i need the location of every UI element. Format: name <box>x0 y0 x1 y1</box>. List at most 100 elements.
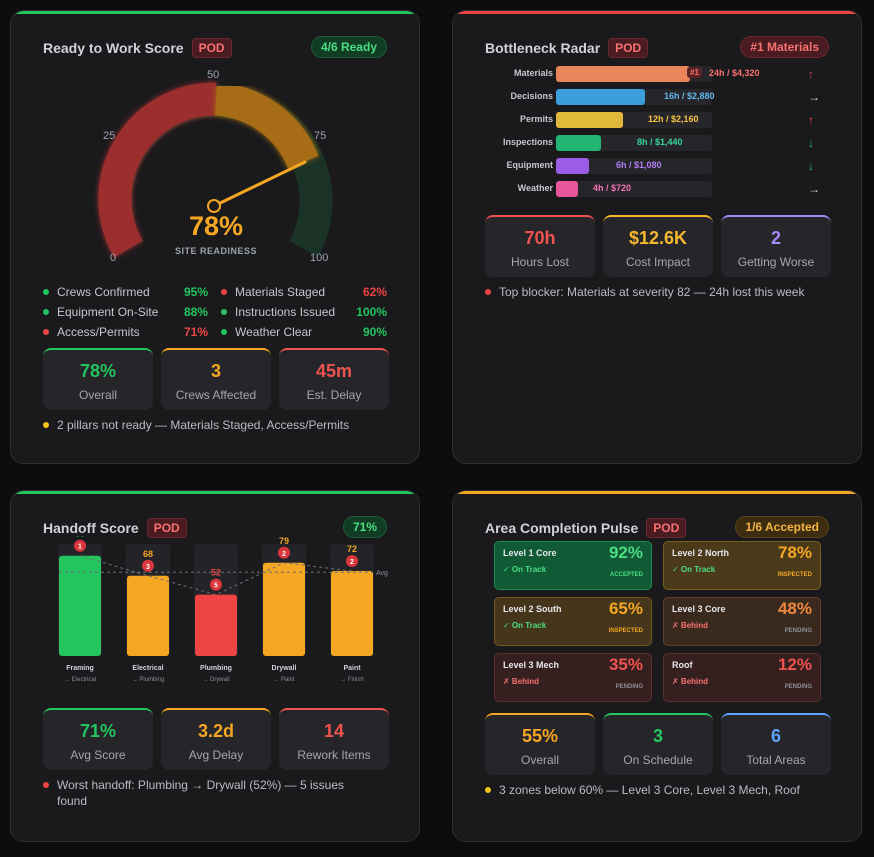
card-title-text: Bottleneck Radar <box>485 40 601 56</box>
gauge-red-segment <box>98 82 217 258</box>
bottleneck-bar <box>556 112 623 128</box>
metric-value: $12.6K <box>628 228 688 248</box>
metric-hours-lost: 70h Hours Lost <box>485 215 595 277</box>
pod-badge: POD <box>146 518 187 538</box>
note-text: Top blocker: Materials at severity 82 — … <box>499 285 805 299</box>
gauge-pivot <box>207 199 221 213</box>
pillar-value: 100% <box>356 305 387 319</box>
metrics-row: 71% Avg Score 3.2d Avg Delay 14 Rework I… <box>43 708 389 770</box>
metric-value: 55% <box>521 726 559 746</box>
metric-label: Overall <box>520 753 559 767</box>
area-tile[interactable]: Level 2 South 65% ✓ On Track INSPECTED <box>494 597 652 646</box>
area-stage-tag: INSPECTED <box>777 572 812 578</box>
metric-value: 70h <box>524 228 556 248</box>
footer-note: Worst handoff: Plumbing → Drywall (52%) … <box>43 777 373 809</box>
handoff-trade-label: Drywall <box>272 665 297 672</box>
handoff-bar-chart: 85 1 Framing → Electrical 68 3 Electrical → Plu… <box>58 536 388 683</box>
area-tile[interactable]: Level 3 Core 48% ✗ Behind PENDING <box>663 597 821 646</box>
pillar-label: Access/Permits <box>57 325 140 339</box>
pillar-status-dot <box>43 289 49 295</box>
bottleneck-value: 8h / $1,440 <box>637 137 683 147</box>
metric-on-schedule: 3 On Schedule <box>603 713 713 775</box>
pillar-value: 71% <box>183 325 208 339</box>
card-title: Area Completion Pulse POD <box>485 518 687 538</box>
card-title: Ready to Work Score POD <box>43 38 232 58</box>
bottleneck-value: 6h / $1,080 <box>616 160 662 170</box>
metric-value: 78% <box>79 361 117 381</box>
ready-count-badge: 4/6 Ready <box>310 36 387 58</box>
card-accent-bar <box>11 11 419 14</box>
issue-count-label: 2 <box>282 551 286 558</box>
pod-badge: POD <box>608 38 649 58</box>
bottleneck-track <box>556 158 712 174</box>
area-percent: 35% <box>608 655 643 674</box>
bottleneck-label: Materials <box>513 68 553 78</box>
card-accent-bar <box>11 491 419 494</box>
metric-avg-score: 71% Avg Score <box>43 708 153 770</box>
trend-down-icon: ↓ <box>808 159 814 173</box>
gauge-caption: SITE READINESS <box>175 246 257 256</box>
metric-cost-impact: $12.6K Cost Impact <box>603 215 713 277</box>
handoff-next-label: → Plumbing <box>132 677 165 683</box>
bottleneck-label: Weather <box>517 183 553 193</box>
area-stage-tag: ACCEPTED <box>609 572 643 578</box>
metric-value: 3 <box>210 361 221 381</box>
metric-rework-items: 14 Rework Items <box>279 708 389 770</box>
handoff-bar <box>59 555 101 656</box>
area-name: Level 3 Mech <box>503 660 560 670</box>
trend-up-icon: ↑ <box>808 113 814 127</box>
issue-count-label: 5 <box>214 583 218 590</box>
area-tile[interactable]: Roof 12% ✗ Behind PENDING <box>663 653 821 702</box>
area-stage-tag: PENDING <box>615 684 643 690</box>
metric-label: Getting Worse <box>737 255 815 269</box>
card-title-text: Area Completion Pulse <box>485 520 639 536</box>
handoff-score-label: 72 <box>347 544 357 554</box>
metric-label: Est. Delay <box>306 388 362 402</box>
top-blocker-badge: #1 Materials <box>740 36 829 58</box>
area-stage-tag: INSPECTED <box>608 628 643 634</box>
pillar-label: Materials Staged <box>235 285 326 299</box>
area-tile[interactable]: Level 3 Mech 35% ✗ Behind PENDING <box>494 653 652 702</box>
accepted-count-badge: 1/6 Accepted <box>735 516 829 538</box>
area-completion-card: Area Completion Pulse POD 1/6 Accepted Le… <box>452 490 862 842</box>
pillar-status-dot <box>43 309 49 315</box>
pillar-item: Access/Permits 71% <box>43 324 208 340</box>
gauge-tick-50: 50 <box>207 69 219 81</box>
bottleneck-row: Materials #1 24h / $4,320 ↑ <box>453 66 861 82</box>
bottleneck-bar <box>556 89 646 105</box>
gauge-tick-100: 100 <box>310 252 328 264</box>
trend-down-icon: ↓ <box>808 136 814 150</box>
gauge-needle <box>212 160 307 208</box>
card-title: Handoff Score POD <box>43 518 187 538</box>
pillar-value: 90% <box>362 325 387 339</box>
pillar-label: Equipment On-Site <box>57 305 159 319</box>
pillar-item: Equipment On-Site 88% <box>43 304 208 320</box>
pillar-status-dot <box>221 289 227 295</box>
footer-note: Top blocker: Materials at severity 82 — … <box>485 284 804 300</box>
pillar-item: Instructions Issued 100% <box>221 304 387 320</box>
metric-overall: 55% Overall <box>485 713 595 775</box>
area-percent: 78% <box>777 543 812 562</box>
bottleneck-value: 16h / $2,880 <box>664 91 715 101</box>
gauge-tick-75: 75 <box>314 130 326 142</box>
note-dot <box>43 782 49 788</box>
issue-count-badge <box>142 559 154 572</box>
area-name: Level 2 North <box>672 548 730 558</box>
metrics-row: 78% Overall 3 Crews Affected 45m Est. De… <box>43 348 389 410</box>
bottleneck-track <box>556 112 712 128</box>
area-tile[interactable]: Level 2 North 78% ✓ On Track INSPECTED <box>663 541 821 590</box>
issue-count-badge <box>278 546 290 559</box>
pillar-label: Weather Clear <box>235 325 313 339</box>
bottleneck-bars: Materials #1 24h / $4,320 ↑ Decisions 16… <box>453 66 861 206</box>
area-tile[interactable]: Level 1 Core 92% ✓ On Track ACCEPTED <box>494 541 652 590</box>
metric-value: 45m <box>315 361 353 381</box>
handoff-avg-badge: 71% <box>342 516 387 538</box>
bottleneck-track <box>556 181 712 197</box>
area-name: Level 1 Core <box>503 548 557 558</box>
pillar-label: Crews Confirmed <box>57 285 150 299</box>
bottleneck-row: Inspections 8h / $1,440 ↓ <box>453 135 861 151</box>
handoff-next-label: → Finish <box>340 677 364 683</box>
bottleneck-row: Permits 12h / $2,160 ↑ <box>453 112 861 128</box>
metric-value: 6 <box>770 726 781 746</box>
bottleneck-row: Weather 4h / $720 → <box>453 181 861 197</box>
